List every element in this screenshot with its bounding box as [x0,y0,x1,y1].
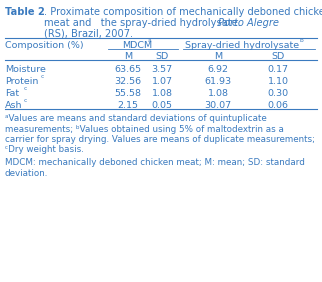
Text: 63.65: 63.65 [114,65,142,74]
Text: MDCM: MDCM [122,41,152,50]
Text: MDCM: mechanically deboned chicken meat; M: mean; SD: standard: MDCM: mechanically deboned chicken meat;… [5,158,305,167]
Text: 0.06: 0.06 [268,101,289,110]
Text: Porto Alegre: Porto Alegre [218,18,279,28]
Text: 61.93: 61.93 [204,77,232,86]
Text: Moisture: Moisture [5,65,46,74]
Text: c: c [24,98,27,103]
Text: Table 2: Table 2 [5,7,45,17]
Text: ᵃValues are means and standard deviations of quintuplicate: ᵃValues are means and standard deviation… [5,114,267,123]
Text: . Proximate composition of mechanically deboned chicken: . Proximate composition of mechanically … [44,7,322,17]
Text: Composition (%): Composition (%) [5,41,84,50]
Text: Ash: Ash [5,101,23,110]
Text: 0.30: 0.30 [268,89,289,98]
Text: a: a [148,38,152,43]
Text: (RS), Brazil, 2007.: (RS), Brazil, 2007. [44,29,133,39]
Text: carrier for spray drying. Values are means of duplicate measurements;: carrier for spray drying. Values are mea… [5,135,315,144]
Text: 1.10: 1.10 [268,77,289,86]
Text: Fat: Fat [5,89,19,98]
Text: M: M [124,52,132,61]
Text: meat and   the spray-dried hydrolysate.: meat and the spray-dried hydrolysate. [44,18,244,28]
Text: 1.07: 1.07 [151,77,173,86]
Text: 0.17: 0.17 [268,65,289,74]
Text: c: c [41,74,44,79]
Text: 3.57: 3.57 [151,65,173,74]
Text: 2.15: 2.15 [118,101,138,110]
Text: 1.08: 1.08 [207,89,229,98]
Text: deviation.: deviation. [5,169,48,177]
Text: measurements; ᵇValues obtained using 5% of maltodextrin as a: measurements; ᵇValues obtained using 5% … [5,124,284,133]
Text: 1.08: 1.08 [151,89,173,98]
Text: 32.56: 32.56 [114,77,142,86]
Text: Protein: Protein [5,77,38,86]
Text: M: M [214,52,222,61]
Text: 30.07: 30.07 [204,101,232,110]
Text: SD: SD [271,52,285,61]
Text: 0.05: 0.05 [151,101,173,110]
Text: Spray-dried hydrolysate: Spray-dried hydrolysate [185,41,299,50]
Text: 6.92: 6.92 [207,65,229,74]
Text: ᶜDry weight basis.: ᶜDry weight basis. [5,146,84,155]
Text: 55.58: 55.58 [115,89,141,98]
Text: b: b [300,38,304,43]
Text: SD: SD [156,52,169,61]
Text: c: c [24,86,27,91]
